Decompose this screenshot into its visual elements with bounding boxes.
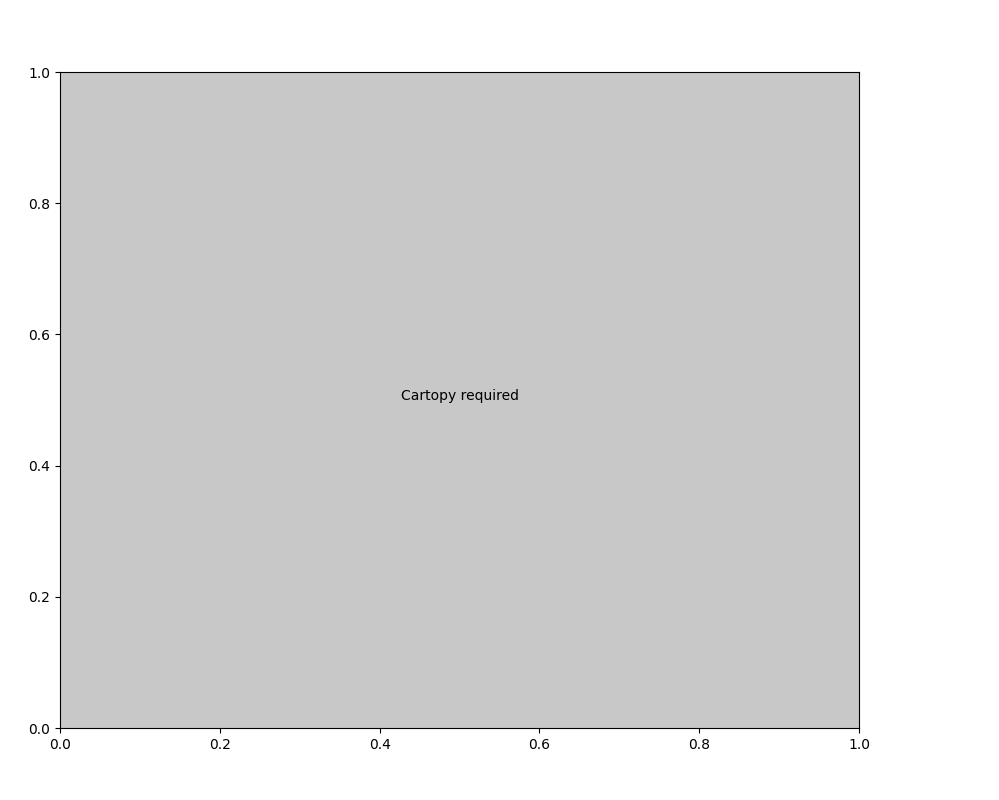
Text: Cartopy required: Cartopy required <box>401 389 518 403</box>
